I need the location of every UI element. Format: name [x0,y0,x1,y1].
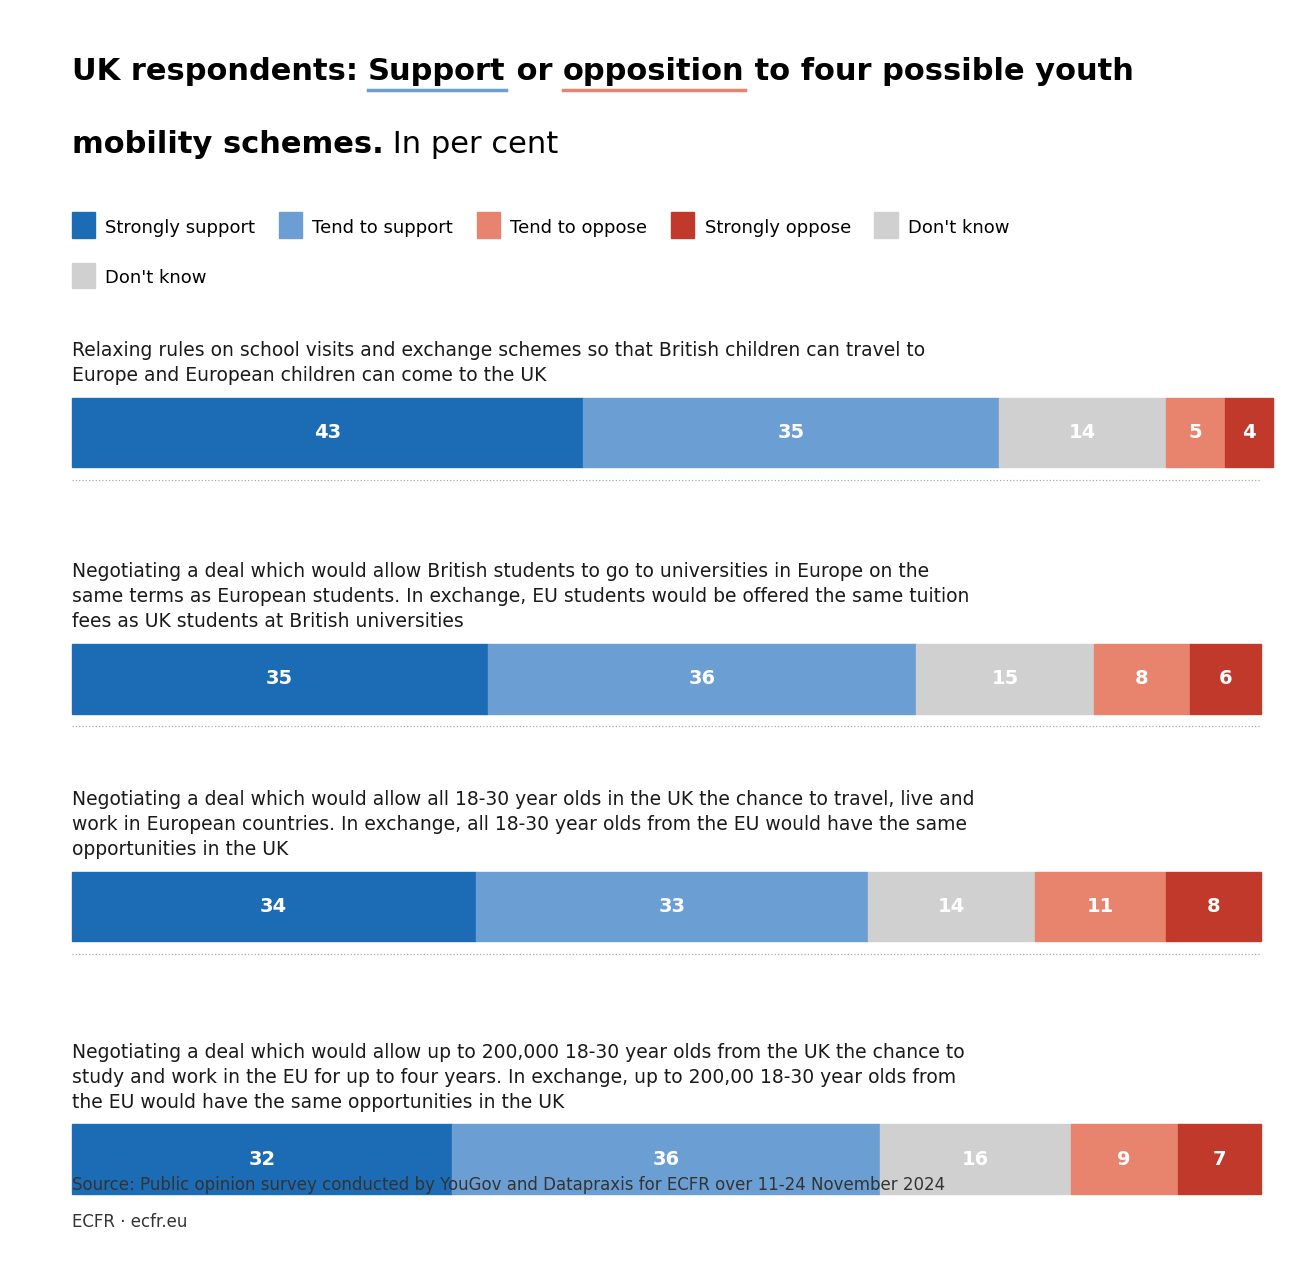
Bar [72,1125,452,1194]
Text: 14: 14 [939,897,966,916]
Bar [1035,872,1166,942]
Text: 16: 16 [962,1150,989,1169]
Text: UK respondents:: UK respondents: [72,57,368,86]
Text: Tend to oppose: Tend to oppose [511,219,647,236]
Text: In per cent: In per cent [384,130,559,159]
Bar [72,263,95,288]
Bar [452,1125,880,1194]
Bar [1190,645,1261,714]
Text: 6: 6 [1218,670,1232,689]
Text: Don't know: Don't know [105,269,207,287]
Text: 32: 32 [248,1150,276,1169]
Text: ECFR · ecfr.eu: ECFR · ecfr.eu [72,1213,187,1231]
Text: Source: Public opinion survey conducted by YouGov and Datapraxis for ECFR over 1: Source: Public opinion survey conducted … [72,1176,945,1193]
Text: mobility schemes.: mobility schemes. [72,130,384,159]
Text: Negotiating a deal which would allow up to 200,000 18-30 year olds from the UK t: Negotiating a deal which would allow up … [72,1043,965,1112]
Bar [477,212,500,238]
Bar [1095,645,1190,714]
Text: 36: 36 [653,1150,680,1169]
Bar [1226,398,1273,468]
Text: to four possible youth: to four possible youth [745,57,1135,86]
Text: 11: 11 [1087,897,1114,916]
Bar [72,872,476,942]
Text: 8: 8 [1135,670,1149,689]
Text: Negotiating a deal which would allow British students to go to universities in E: Negotiating a deal which would allow Bri… [72,562,968,632]
Text: Don't know: Don't know [909,219,1010,236]
Text: Negotiating a deal which would allow all 18-30 year olds in the UK the chance to: Negotiating a deal which would allow all… [72,790,974,860]
Text: Tend to support: Tend to support [312,219,454,236]
Bar [1166,398,1226,468]
Text: 7: 7 [1213,1150,1226,1169]
Text: 4: 4 [1243,423,1256,442]
Text: 5: 5 [1188,423,1202,442]
Bar [868,872,1035,942]
Text: Relaxing rules on school visits and exchange schemes so that British children ca: Relaxing rules on school visits and exch… [72,341,924,386]
Text: 14: 14 [1069,423,1096,442]
Bar [671,212,694,238]
Text: 35: 35 [777,423,805,442]
Bar [1166,872,1261,942]
Text: Support: Support [368,57,506,86]
Text: Strongly support: Strongly support [105,219,255,236]
Bar [1000,398,1166,468]
Text: 9: 9 [1118,1150,1131,1169]
Bar [582,398,1000,468]
Text: Strongly oppose: Strongly oppose [705,219,852,236]
Bar [875,212,898,238]
Text: 36: 36 [689,670,715,689]
Bar [488,645,916,714]
Text: opposition: opposition [563,57,745,86]
Text: 33: 33 [659,897,685,916]
Bar [1178,1125,1261,1194]
Bar [1071,1125,1178,1194]
Bar [72,398,582,468]
Bar [278,212,302,238]
Bar [880,1125,1071,1194]
Bar [476,872,868,942]
Bar [72,212,95,238]
Text: 8: 8 [1206,897,1221,916]
Text: 34: 34 [260,897,287,916]
Bar [916,645,1095,714]
Text: 35: 35 [266,670,294,689]
Text: or: or [506,57,563,86]
Bar [72,645,488,714]
Text: 43: 43 [313,423,341,442]
Text: 15: 15 [992,670,1019,689]
